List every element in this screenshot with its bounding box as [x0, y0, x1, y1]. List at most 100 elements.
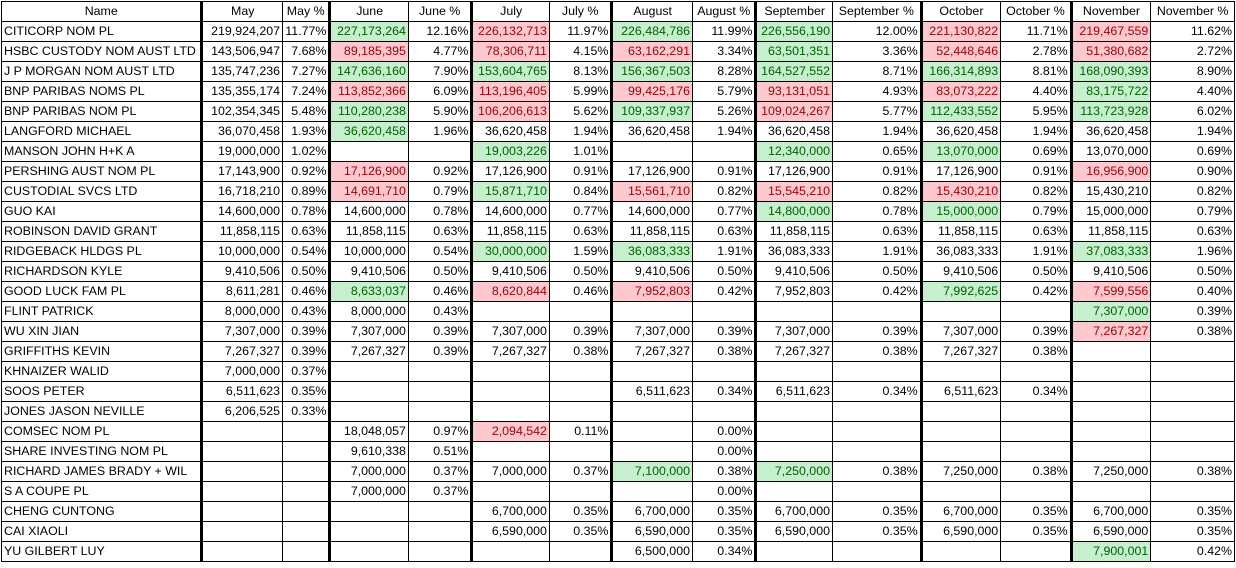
cell-november-pct[interactable]: [1150, 381, 1235, 402]
cell-may-pct[interactable]: 7.27%: [282, 61, 332, 82]
cell-june-pct[interactable]: 12.16%: [407, 21, 474, 42]
cell-may-pct[interactable]: [282, 421, 332, 442]
cell-november-pct[interactable]: 1.96%: [1150, 241, 1235, 262]
cell-august-pct[interactable]: 1.91%: [691, 241, 758, 262]
cell-october-pct[interactable]: 0.34%: [1000, 381, 1073, 402]
cell-august-pct[interactable]: [691, 141, 758, 162]
cell-august[interactable]: 6,590,000: [611, 521, 693, 542]
cell-september-pct[interactable]: 0.39%: [831, 321, 923, 342]
cell-july[interactable]: 11,858,115: [471, 221, 550, 242]
cell-november[interactable]: 219,467,559: [1070, 21, 1152, 42]
cell-august-pct[interactable]: 3.34%: [691, 41, 758, 62]
cell-june[interactable]: 147,636,160: [329, 61, 409, 82]
cell-october-pct[interactable]: 0.91%: [1000, 161, 1073, 182]
cell-september[interactable]: 7,307,000: [755, 321, 833, 342]
header-cell-october-pct[interactable]: October %: [1000, 1, 1073, 22]
cell-november-pct[interactable]: 0.40%: [1150, 281, 1235, 302]
cell-may[interactable]: [201, 501, 284, 522]
cell-october[interactable]: 6,511,623: [920, 381, 1002, 402]
cell-july[interactable]: 113,196,405: [471, 81, 550, 102]
cell-september[interactable]: 11,858,115: [755, 221, 833, 242]
cell-may-pct[interactable]: 0.50%: [282, 261, 332, 282]
cell-holder-name[interactable]: JONES JASON NEVILLE: [0, 401, 204, 422]
cell-may[interactable]: 6,511,623: [201, 381, 284, 402]
cell-holder-name[interactable]: SHARE INVESTING NOM PL: [0, 441, 204, 462]
cell-november-pct[interactable]: 0.50%: [1150, 261, 1235, 282]
cell-september[interactable]: [755, 481, 833, 502]
cell-october[interactable]: 11,858,115: [920, 221, 1002, 242]
cell-may[interactable]: 19,000,000: [201, 141, 284, 162]
cell-may[interactable]: [201, 541, 284, 562]
cell-may[interactable]: [201, 461, 284, 482]
cell-june[interactable]: 7,267,327: [329, 341, 409, 362]
cell-june[interactable]: 8,000,000: [329, 301, 409, 322]
cell-august[interactable]: 17,126,900: [611, 161, 693, 182]
cell-may-pct[interactable]: 0.39%: [282, 341, 332, 362]
cell-may-pct[interactable]: 0.43%: [282, 301, 332, 322]
cell-july[interactable]: 153,604,765: [471, 61, 550, 82]
cell-september[interactable]: 7,267,327: [755, 341, 833, 362]
cell-holder-name[interactable]: RICHARD JAMES BRADY + WIL: [0, 461, 204, 482]
cell-november-pct[interactable]: 8.90%: [1150, 61, 1235, 82]
cell-may[interactable]: [201, 521, 284, 542]
cell-november-pct[interactable]: 0.39%: [1150, 301, 1235, 322]
cell-october-pct[interactable]: 0.42%: [1000, 281, 1073, 302]
cell-november[interactable]: [1070, 441, 1152, 462]
cell-october[interactable]: [920, 361, 1002, 382]
cell-august[interactable]: 6,700,000: [611, 501, 693, 522]
cell-august-pct[interactable]: 0.35%: [691, 501, 758, 522]
cell-june-pct[interactable]: 0.51%: [407, 441, 474, 462]
cell-september[interactable]: 164,527,552: [755, 61, 833, 82]
cell-september[interactable]: 15,545,210: [755, 181, 833, 202]
cell-november[interactable]: 15,000,000: [1070, 201, 1152, 222]
cell-august-pct[interactable]: 8.28%: [691, 61, 758, 82]
cell-september-pct[interactable]: 3.36%: [831, 41, 923, 62]
cell-october-pct[interactable]: 8.81%: [1000, 61, 1073, 82]
cell-holder-name[interactable]: COMSEC NOM PL: [0, 421, 204, 442]
cell-may-pct[interactable]: 1.93%: [282, 121, 332, 142]
cell-august-pct[interactable]: 0.50%: [691, 261, 758, 282]
header-cell-may[interactable]: May: [201, 1, 284, 22]
cell-july[interactable]: 17,126,900: [471, 161, 550, 182]
cell-august-pct[interactable]: 0.38%: [691, 341, 758, 362]
cell-july[interactable]: 78,306,711: [471, 41, 550, 62]
cell-july-pct[interactable]: 0.38%: [548, 341, 614, 362]
cell-november[interactable]: 11,858,115: [1070, 221, 1152, 242]
cell-june[interactable]: 14,691,710: [329, 181, 409, 202]
cell-november-pct[interactable]: 0.38%: [1150, 321, 1235, 342]
cell-september[interactable]: 7,250,000: [755, 461, 833, 482]
cell-july[interactable]: 7,307,000: [471, 321, 550, 342]
cell-july[interactable]: 6,590,000: [471, 521, 550, 542]
cell-holder-name[interactable]: SOOS PETER: [0, 381, 204, 402]
cell-july-pct[interactable]: 1.94%: [548, 121, 614, 142]
cell-may-pct[interactable]: 0.35%: [282, 381, 332, 402]
cell-september[interactable]: 14,800,000: [755, 201, 833, 222]
cell-june[interactable]: 11,858,115: [329, 221, 409, 242]
cell-may-pct[interactable]: 5.48%: [282, 101, 332, 122]
cell-august-pct[interactable]: 0.34%: [691, 541, 758, 562]
cell-july-pct[interactable]: 8.13%: [548, 61, 614, 82]
header-cell-june-pct[interactable]: June %: [407, 1, 474, 22]
cell-june-pct[interactable]: [407, 541, 474, 562]
cell-june-pct[interactable]: 0.78%: [407, 201, 474, 222]
cell-september[interactable]: [755, 441, 833, 462]
cell-june[interactable]: [329, 401, 409, 422]
cell-september-pct[interactable]: 0.65%: [831, 141, 923, 162]
cell-august[interactable]: 226,484,786: [611, 21, 693, 42]
cell-october[interactable]: [920, 541, 1002, 562]
cell-november-pct[interactable]: [1150, 401, 1235, 422]
cell-may[interactable]: 7,267,327: [201, 341, 284, 362]
header-cell-may-pct[interactable]: May %: [282, 1, 332, 22]
cell-august[interactable]: 7,952,803: [611, 281, 693, 302]
cell-august[interactable]: 9,410,506: [611, 261, 693, 282]
cell-september-pct[interactable]: [831, 361, 923, 382]
cell-september-pct[interactable]: 0.91%: [831, 161, 923, 182]
cell-october[interactable]: 13,070,000: [920, 141, 1002, 162]
cell-october[interactable]: 52,448,646: [920, 41, 1002, 62]
cell-july[interactable]: 226,132,713: [471, 21, 550, 42]
cell-november-pct[interactable]: [1150, 341, 1235, 362]
cell-october[interactable]: 6,590,000: [920, 521, 1002, 542]
cell-november[interactable]: [1070, 341, 1152, 362]
cell-holder-name[interactable]: GOOD LUCK FAM PL: [0, 281, 204, 302]
cell-october[interactable]: [920, 421, 1002, 442]
